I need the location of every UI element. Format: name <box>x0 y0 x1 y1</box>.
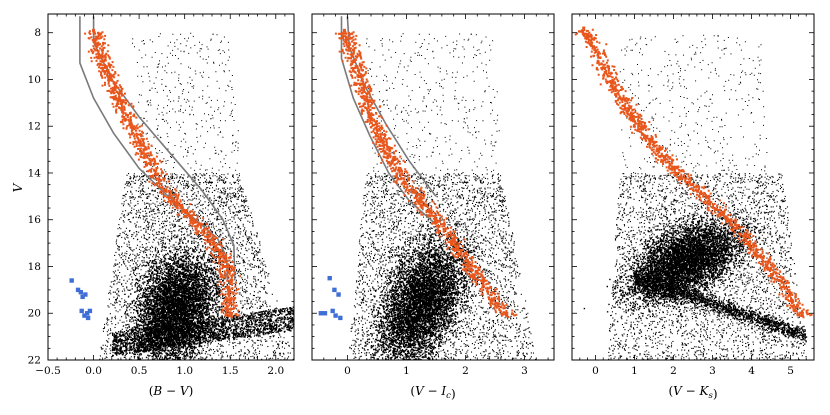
blue-point <box>85 315 91 321</box>
blue-points <box>69 278 93 321</box>
highlight-point <box>450 239 454 243</box>
panel-v-ks: 0 1 2 3 4 5 (V − Ks) <box>571 13 815 401</box>
blue-point <box>327 275 332 281</box>
x-axis-label: (B − V) <box>149 384 194 398</box>
blue-point <box>318 311 324 316</box>
x-axis-label: (V − Ks) <box>668 384 717 401</box>
x-tick-label: 0.0 <box>85 365 102 377</box>
plot-area <box>318 16 537 360</box>
x-tick-label: 2 <box>462 365 469 377</box>
blue-point <box>338 315 343 321</box>
blue-point <box>75 287 81 293</box>
highlight-point <box>390 159 394 163</box>
x-tick-label: 1 <box>403 365 410 377</box>
highlight-point <box>92 28 96 32</box>
panel-v-ic: 0 1 2 3 (V − Ic) <box>311 13 555 401</box>
axes-frame <box>47 13 295 361</box>
highlight-point <box>759 255 763 259</box>
y-axis-label: V <box>11 182 25 192</box>
highlight-point <box>689 183 693 187</box>
x-tick-label: 1.5 <box>222 365 239 377</box>
x-tick-label: 1.0 <box>176 365 193 377</box>
x-tick-label: 3 <box>521 365 528 377</box>
axes-frame <box>571 13 815 361</box>
y-tick-label: 8 <box>34 27 41 39</box>
highlighted-sequence-band <box>574 28 813 319</box>
blue-point <box>78 290 83 295</box>
y-tick-label: 12 <box>28 121 41 133</box>
x-tick-label: 4 <box>748 365 755 377</box>
blue-point <box>83 292 88 297</box>
highlight-point <box>481 283 485 287</box>
x-tick-label: 3 <box>709 365 716 377</box>
y-tick-label: 22 <box>28 355 41 367</box>
blue-point <box>322 311 328 316</box>
blue-point <box>82 313 87 318</box>
blue-point <box>80 294 85 300</box>
blue-point <box>330 308 335 314</box>
highlighted-sequence-band <box>334 30 518 318</box>
highlight-point <box>656 148 660 152</box>
panel-b-v: −0.5 0.0 0.5 1.0 1.5 2.0 8 10 12 14 16 18 20 22 (B − V… <box>28 13 295 398</box>
x-tick-label: 0 <box>592 365 599 377</box>
field-stars <box>99 32 294 360</box>
highlight-point <box>601 66 605 70</box>
x-tick-label: 5 <box>787 365 794 377</box>
highlight-point <box>505 314 509 318</box>
isochrone-left-curve <box>79 16 229 281</box>
x-tick-label: −0.5 <box>35 365 61 377</box>
blue-point <box>84 311 90 316</box>
blue-point <box>333 313 338 318</box>
y-tick-label: 18 <box>28 261 41 273</box>
blue-point <box>87 308 93 314</box>
field-stars <box>349 33 537 360</box>
y-tick-label: 20 <box>28 308 41 320</box>
x-tick-label: 0 <box>344 365 351 377</box>
x-tick-label: 2 <box>670 365 677 377</box>
plot-area <box>574 26 813 360</box>
x-tick-label: 1 <box>631 365 638 377</box>
highlight-point <box>403 180 407 184</box>
field-stars <box>583 34 808 360</box>
y-tick-label: 14 <box>28 167 42 179</box>
x-tick-label: 0.5 <box>131 365 148 377</box>
highlight-point <box>671 166 675 170</box>
highlight-point <box>342 28 346 32</box>
blue-point <box>332 287 337 293</box>
y-tick-label: 10 <box>28 74 41 86</box>
highlight-point <box>157 178 161 182</box>
axes-frame <box>311 13 555 361</box>
blue-point <box>79 308 84 314</box>
y-tick-label: 16 <box>28 214 42 226</box>
blue-point <box>69 278 74 283</box>
x-axis-label: (V − Ic) <box>410 384 455 401</box>
blue-point <box>336 292 341 297</box>
highlight-point <box>582 26 586 30</box>
x-tick-label: 2.0 <box>267 365 284 377</box>
plot-area <box>69 16 294 360</box>
blue-points <box>318 275 343 321</box>
highlighted-sequence-band <box>84 30 242 319</box>
